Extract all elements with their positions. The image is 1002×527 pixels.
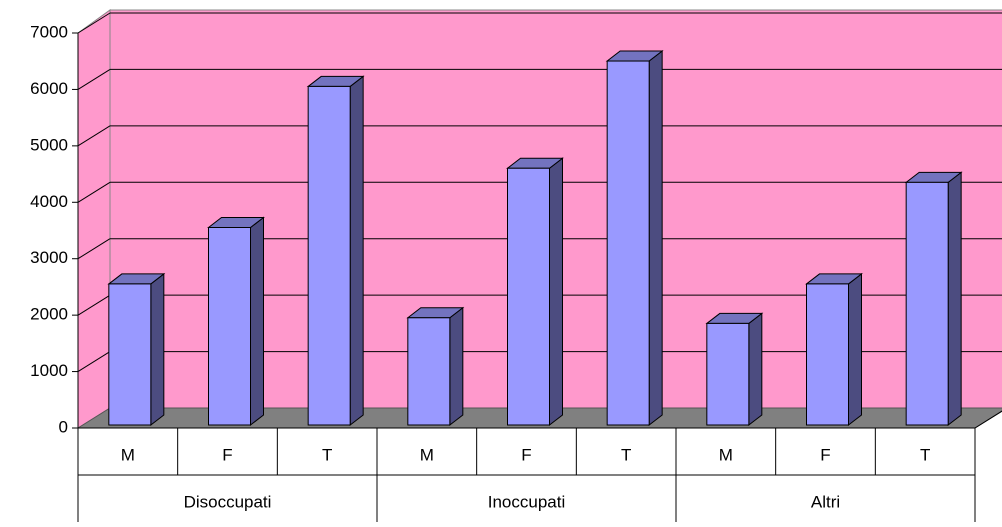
bar bbox=[108, 283, 152, 426]
grid-line bbox=[77, 294, 111, 316]
bar bbox=[407, 317, 451, 426]
bar bbox=[307, 85, 351, 426]
y-tick-label: 0 bbox=[59, 417, 68, 436]
grid-line bbox=[77, 351, 111, 372]
x-tick-label: M bbox=[121, 445, 135, 464]
y-tick-label: 2000 bbox=[30, 305, 68, 324]
grid-line bbox=[77, 181, 111, 203]
y-tick-label: 5000 bbox=[30, 135, 68, 154]
bar bbox=[905, 181, 949, 426]
bar bbox=[208, 227, 251, 426]
x-tick-label: F bbox=[820, 445, 830, 464]
bar-side bbox=[748, 312, 763, 427]
y-tick-label: 4000 bbox=[30, 192, 68, 211]
x-tick-label: T bbox=[920, 445, 930, 464]
bar-side bbox=[250, 216, 264, 427]
bar bbox=[706, 322, 750, 426]
grid-line bbox=[77, 238, 111, 260]
x-tick-label: F bbox=[521, 445, 531, 464]
group-label: Inoccupati bbox=[488, 492, 566, 511]
bar-side bbox=[848, 272, 862, 427]
x-tick-label: M bbox=[719, 445, 733, 464]
bar-side bbox=[549, 157, 563, 427]
x-tick-label: T bbox=[322, 445, 332, 464]
x-tick-label: M bbox=[420, 445, 434, 464]
x-tick-label: F bbox=[222, 445, 232, 464]
bar-side bbox=[150, 272, 165, 427]
group-label: Altri bbox=[811, 492, 840, 511]
y-tick-label: 3000 bbox=[30, 248, 68, 267]
bar bbox=[606, 60, 650, 426]
bar-side bbox=[648, 50, 663, 427]
bar-side bbox=[349, 75, 364, 427]
bar bbox=[806, 283, 849, 426]
y-tick-label: 6000 bbox=[30, 79, 68, 98]
y-tick-label: 7000 bbox=[30, 22, 68, 41]
group-label: Disoccupati bbox=[184, 492, 272, 511]
x-tick-label: T bbox=[621, 445, 631, 464]
bar bbox=[507, 167, 550, 426]
bar-side bbox=[449, 306, 464, 427]
grid-line bbox=[77, 125, 111, 147]
grid-line bbox=[77, 69, 111, 90]
y-tick-label: 1000 bbox=[30, 361, 68, 380]
bar-side bbox=[947, 171, 962, 427]
grid-line bbox=[77, 12, 111, 34]
